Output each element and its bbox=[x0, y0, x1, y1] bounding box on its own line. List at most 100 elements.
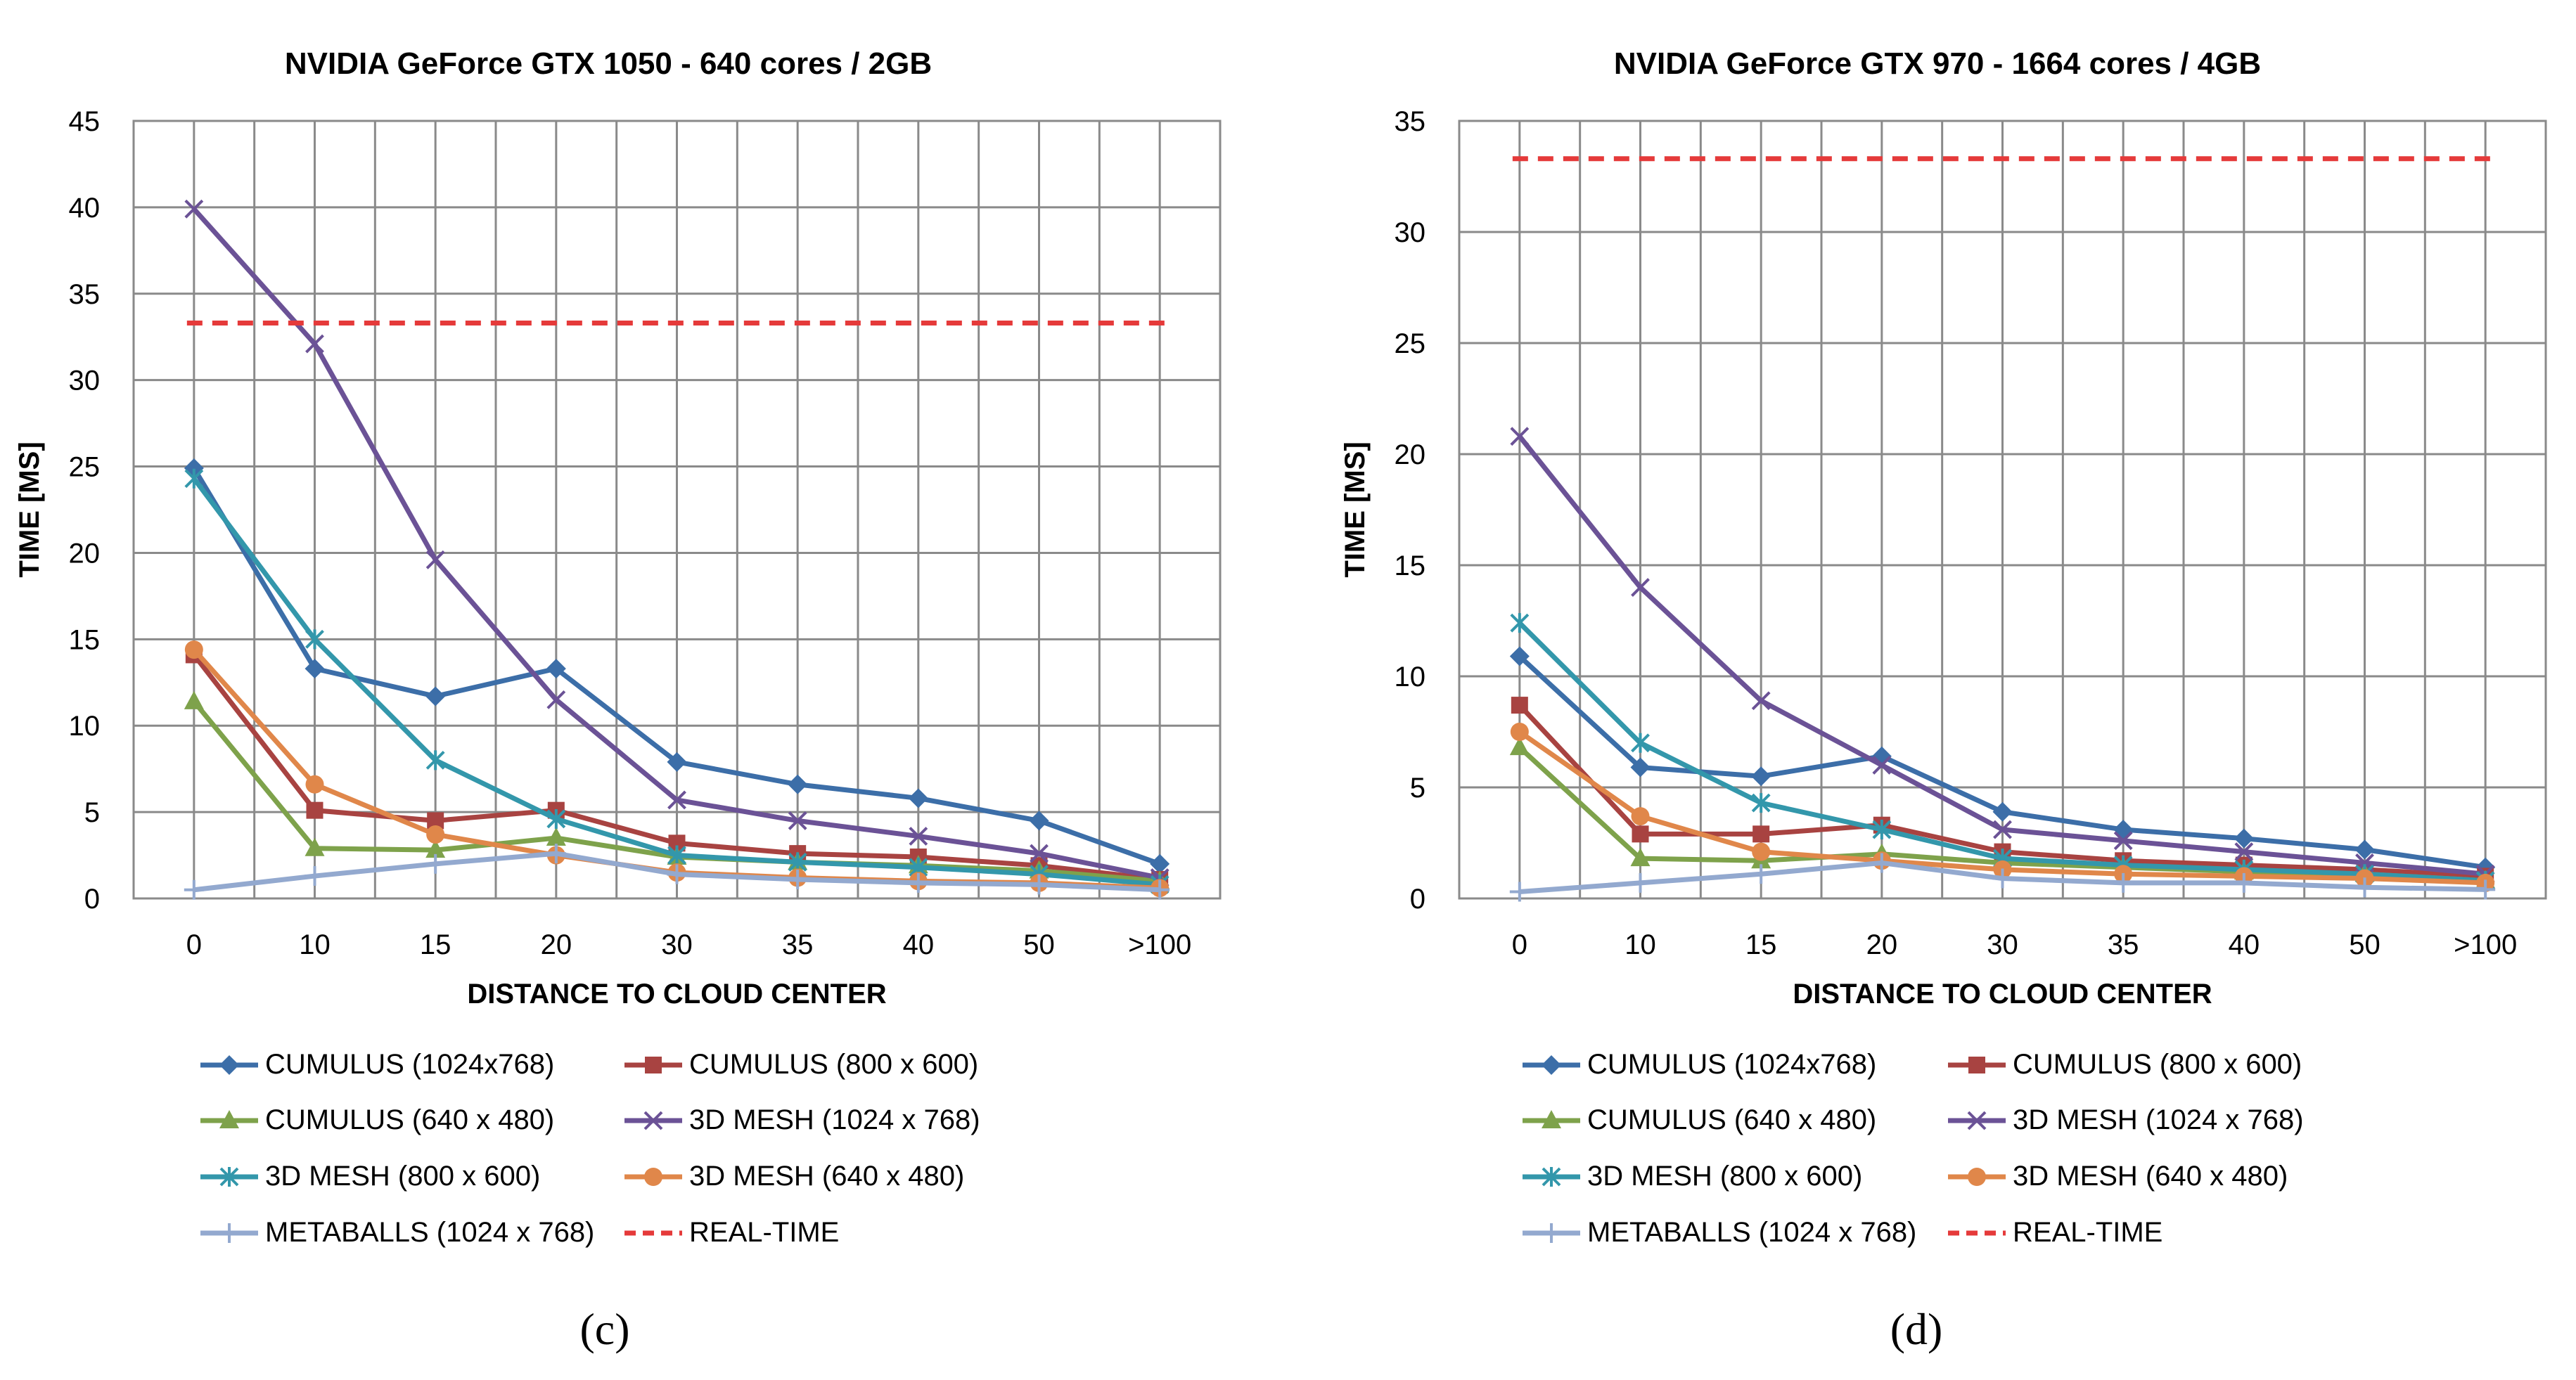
data-point bbox=[305, 775, 324, 794]
y-tick-label: 25 bbox=[69, 452, 101, 483]
data-point bbox=[1632, 825, 1649, 843]
legend-label: 3D MESH (800 x 600) bbox=[265, 1161, 540, 1192]
x-tick-label: 40 bbox=[903, 929, 935, 960]
data-point bbox=[2113, 820, 2134, 840]
y-tick-label: 30 bbox=[1395, 217, 1426, 248]
data-point bbox=[305, 629, 324, 650]
x-tick-label: 0 bbox=[186, 929, 202, 960]
legend-label: 3D MESH (640 x 480) bbox=[2013, 1161, 2288, 1192]
x-tick-label: 50 bbox=[2349, 929, 2380, 960]
data-point bbox=[1509, 646, 1530, 666]
x-tick-label: 50 bbox=[1023, 929, 1055, 960]
data-point bbox=[2234, 872, 2254, 893]
data-point bbox=[1509, 737, 1530, 756]
y-tick-label: 40 bbox=[69, 193, 101, 224]
data-point bbox=[546, 808, 566, 829]
data-point bbox=[1509, 882, 1530, 902]
legend-label: METABALLS (1024 x 768) bbox=[1587, 1217, 1916, 1248]
data-point bbox=[1751, 793, 1771, 813]
data-point bbox=[305, 659, 325, 679]
data-point bbox=[1872, 755, 1892, 775]
data-point bbox=[1030, 844, 1049, 863]
legend-label: CUMULUS (800 x 600) bbox=[2013, 1049, 2302, 1080]
data-point bbox=[1630, 757, 1651, 778]
data-point bbox=[1992, 868, 2013, 889]
data-point bbox=[788, 811, 807, 830]
data-point bbox=[184, 640, 203, 659]
legend-item: 3D MESH (1024 x 768) bbox=[624, 1104, 980, 1135]
data-point bbox=[1630, 848, 1651, 867]
data-point bbox=[425, 686, 446, 707]
legend-item: 3D MESH (640 x 480) bbox=[624, 1161, 964, 1192]
data-point bbox=[546, 844, 566, 864]
legend-item: REAL-TIME bbox=[624, 1217, 839, 1248]
legend-marker bbox=[1542, 1055, 1561, 1075]
data-point bbox=[788, 869, 808, 889]
chart-0: NVIDIA GeForce GTX 1050 - 640 cores / 2G… bbox=[14, 46, 1222, 1354]
legend-marker bbox=[219, 1055, 239, 1075]
data-point bbox=[1752, 825, 1770, 843]
data-point bbox=[2354, 877, 2375, 898]
x-tick-label: >100 bbox=[1128, 929, 1191, 960]
y-axis-title: TIME [MS] bbox=[1340, 441, 1371, 577]
data-point bbox=[1751, 864, 1771, 884]
y-tick-label: 15 bbox=[1395, 550, 1426, 581]
data-point bbox=[1029, 875, 1049, 895]
legend-marker bbox=[643, 1111, 663, 1130]
legend-label: CUMULUS (1024x768) bbox=[1587, 1049, 1876, 1080]
legend-item: METABALLS (1024 x 768) bbox=[200, 1217, 594, 1248]
legend-item: REAL-TIME bbox=[1948, 1217, 2162, 1248]
data-point bbox=[425, 839, 446, 858]
panel-label: (c) bbox=[579, 1304, 629, 1354]
data-point bbox=[1992, 801, 2013, 822]
series-6 bbox=[1509, 853, 2496, 902]
legend-item: 3D MESH (800 x 600) bbox=[200, 1161, 540, 1192]
x-tick-label: 35 bbox=[2108, 929, 2139, 960]
data-point bbox=[1751, 766, 1771, 787]
legend-item: 3D MESH (800 x 600) bbox=[1523, 1161, 1862, 1192]
legend-item: CUMULUS (800 x 600) bbox=[1948, 1049, 2302, 1080]
x-tick-label: 20 bbox=[541, 929, 572, 960]
chart-title: NVIDIA GeForce GTX 1050 - 640 cores / 2G… bbox=[285, 46, 932, 81]
data-point bbox=[909, 827, 928, 846]
x-tick-label: 30 bbox=[661, 929, 693, 960]
chart-title: NVIDIA GeForce GTX 970 - 1664 cores / 4G… bbox=[1614, 46, 2261, 81]
y-tick-label: 10 bbox=[69, 711, 101, 742]
x-tick-label: 15 bbox=[1745, 929, 1777, 960]
data-point bbox=[788, 774, 808, 794]
data-point bbox=[1510, 427, 1530, 446]
data-point bbox=[1510, 723, 1529, 741]
data-point bbox=[667, 752, 687, 772]
legend-label: REAL-TIME bbox=[2013, 1217, 2162, 1248]
legend-marker bbox=[1967, 1111, 1987, 1130]
legend-item: CUMULUS (1024x768) bbox=[200, 1049, 554, 1080]
series-6 bbox=[184, 844, 1170, 900]
data-point bbox=[184, 879, 204, 900]
legend-item: METABALLS (1024 x 768) bbox=[1523, 1217, 1916, 1248]
data-point bbox=[1993, 820, 2012, 839]
data-point bbox=[667, 864, 687, 884]
data-point bbox=[2113, 872, 2134, 893]
legend-item: 3D MESH (1024 x 768) bbox=[1948, 1104, 2304, 1135]
legend-marker bbox=[1542, 1223, 1561, 1243]
data-point bbox=[2113, 831, 2133, 851]
y-tick-label: 35 bbox=[1395, 106, 1426, 137]
x-tick-label: 10 bbox=[1625, 929, 1656, 960]
legend-label: CUMULUS (640 x 480) bbox=[1587, 1104, 1876, 1135]
data-point bbox=[546, 659, 566, 679]
data-point bbox=[1631, 807, 1650, 826]
x-tick-label: 40 bbox=[2229, 929, 2260, 960]
x-axis-title: DISTANCE TO CLOUD CENTER bbox=[1793, 979, 2212, 1010]
x-axis-title: DISTANCE TO CLOUD CENTER bbox=[467, 979, 886, 1010]
data-point bbox=[1871, 853, 1892, 873]
y-axis-title: TIME [MS] bbox=[14, 441, 45, 577]
legend-item: CUMULUS (1024x768) bbox=[1523, 1049, 1876, 1080]
x-tick-label: 30 bbox=[1987, 929, 2018, 960]
legend-marker bbox=[1542, 1110, 1561, 1128]
legend-label: 3D MESH (1024 x 768) bbox=[2013, 1104, 2304, 1135]
legend-marker bbox=[219, 1223, 239, 1243]
legend: CUMULUS (1024x768) CUMULUS (800 x 600) CUM… bbox=[200, 1049, 980, 1248]
data-point bbox=[1631, 733, 1650, 753]
y-tick-label: 15 bbox=[69, 624, 101, 655]
